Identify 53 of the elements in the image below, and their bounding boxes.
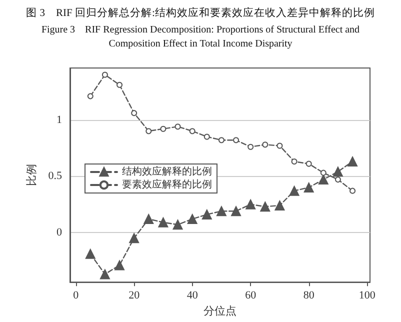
chart-subtitle: Figure 3 RIF Regression Decomposition: Proportions of Structural Effect and Composition Effect in Total Income Disparity	[41, 24, 360, 50]
x-tick-label: 0	[73, 290, 80, 302]
chart-title: 图 3 RIF 回归分解总分解:结构效应和要素效应在收入差异中解释的比例	[26, 6, 375, 19]
point	[233, 137, 240, 144]
y-axis-title: 比例	[24, 164, 38, 186]
y-tick-label: 1	[56, 114, 62, 126]
point	[274, 200, 285, 210]
point	[304, 182, 314, 192]
point	[102, 72, 108, 78]
point	[116, 82, 123, 88]
x-axis-title: 分位点	[204, 304, 236, 318]
point	[174, 124, 181, 130]
point	[218, 137, 224, 144]
point	[87, 93, 94, 100]
point	[216, 206, 226, 216]
point	[262, 142, 268, 148]
point	[189, 128, 196, 134]
point	[100, 269, 110, 280]
point	[146, 128, 152, 134]
point	[332, 166, 343, 177]
point	[348, 156, 358, 167]
point	[289, 186, 300, 196]
legend-label: 要素效应解释的比例	[122, 178, 212, 190]
point	[172, 220, 183, 230]
x-tick-label: 60	[245, 290, 257, 302]
point	[114, 260, 125, 270]
point	[160, 126, 166, 132]
point	[202, 209, 212, 220]
point	[144, 214, 154, 224]
point	[276, 142, 283, 149]
point	[158, 217, 168, 228]
point	[248, 144, 254, 150]
point	[231, 206, 242, 216]
x-tick-label: 80	[303, 290, 315, 302]
point	[320, 170, 326, 176]
point	[318, 174, 328, 185]
point	[350, 188, 356, 194]
point	[306, 160, 312, 167]
point	[260, 202, 270, 212]
x-tick-label: 20	[128, 290, 140, 302]
x-tick-label: 40	[186, 290, 198, 302]
point	[131, 110, 138, 116]
y-tick-label: 0	[56, 226, 62, 239]
legend-label: 结构效应解释的比例	[122, 166, 212, 178]
point	[204, 134, 210, 140]
point	[129, 233, 140, 244]
point	[334, 176, 341, 183]
y-tick-label: 0.5	[48, 170, 62, 182]
point	[246, 199, 256, 210]
x-tick-label: 100	[358, 290, 376, 302]
point	[291, 158, 298, 165]
point	[187, 214, 198, 224]
point	[85, 248, 96, 259]
